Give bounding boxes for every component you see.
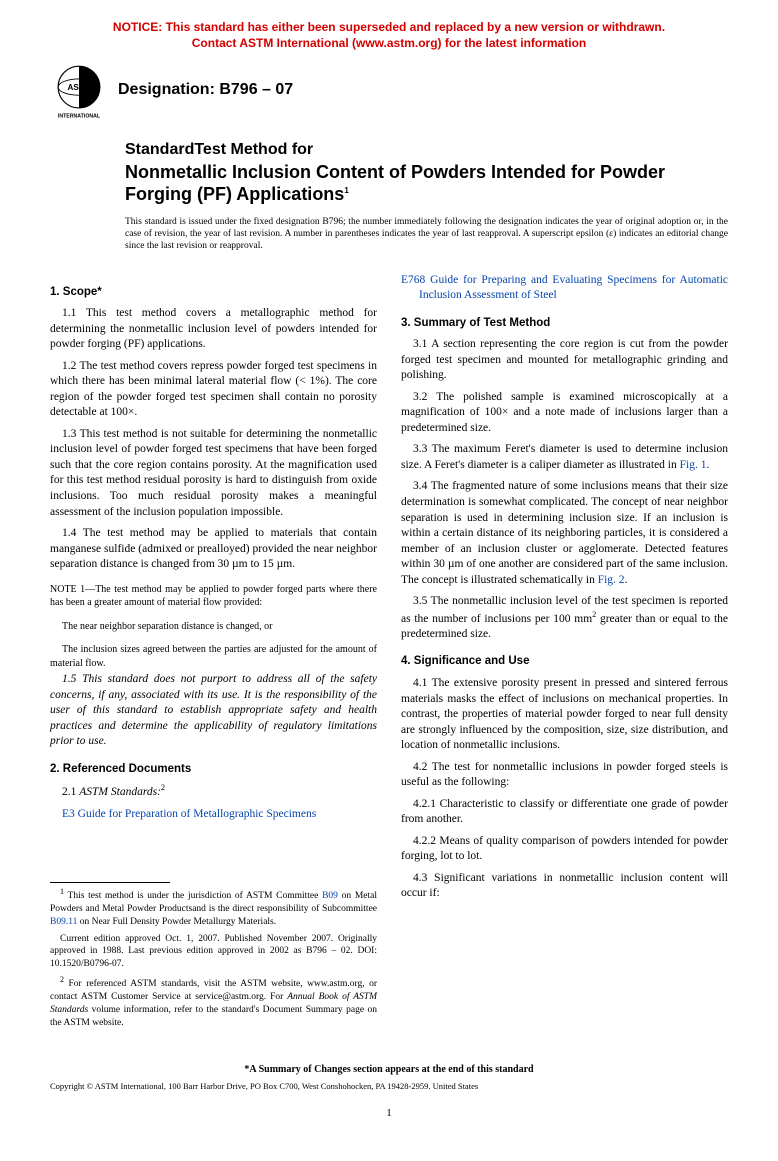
ref-E3[interactable]: E3 Guide for Preparation of Metallograph…	[62, 807, 377, 823]
para-4-2-2: 4.2.2 Means of quality comparison of pow…	[401, 834, 728, 865]
astm-logo-icon: ASTM INTERNATIONAL	[50, 61, 108, 119]
notice-line2: Contact ASTM International (www.astm.org…	[192, 36, 586, 50]
ref-E768[interactable]: E768 Guide for Preparing and Evaluating …	[401, 273, 728, 304]
link-fig1[interactable]: Fig. 1	[680, 459, 707, 471]
para-4-1: 4.1 The extensive porosity present in pr…	[401, 676, 728, 754]
section-1-head: 1. Scope*	[50, 285, 377, 301]
footnotes: 1 This test method is under the jurisdic…	[50, 883, 377, 1029]
title-block: StandardTest Method for Nonmetallic Incl…	[125, 139, 728, 206]
para-4-3: 4.3 Significant variations in nonmetalli…	[401, 871, 728, 902]
body-columns: 1. Scope* 1.1 This test method covers a …	[50, 273, 728, 1034]
section-2-head: 2. Referenced Documents	[50, 762, 377, 778]
withdrawal-notice: NOTICE: This standard has either been su…	[50, 20, 728, 51]
para-3-3: 3.3 The maximum Feret's diameter is used…	[401, 442, 728, 473]
page-number: 1	[50, 1106, 728, 1121]
title-footnote-sup: 1	[344, 186, 348, 195]
para-4-2: 4.2 The test for nonmetallic inclusions …	[401, 760, 728, 791]
footnote-1b: Current edition approved Oct. 1, 2007. P…	[50, 933, 377, 971]
page: NOTICE: This standard has either been su…	[0, 0, 778, 1161]
notice-line1: NOTICE: This standard has either been su…	[113, 20, 665, 34]
left-column: 1. Scope* 1.1 This test method covers a …	[50, 273, 377, 1034]
title-line1: StandardTest Method for	[125, 139, 728, 161]
svg-text:ASTM: ASTM	[68, 83, 91, 92]
note-1: NOTE 1—The test method may be applied to…	[50, 583, 377, 610]
para-3-4: 3.4 The fragmented nature of some inclus…	[401, 479, 728, 588]
header-row: ASTM INTERNATIONAL Designation: B796 – 0…	[50, 61, 728, 119]
designation-prefix: Designation:	[118, 81, 219, 98]
para-2-1: 2.1 ASTM Standards:2	[50, 783, 377, 800]
para-1-5: 1.5 This standard does not purport to ad…	[50, 672, 377, 750]
designation-value: B796 – 07	[219, 81, 293, 98]
section-4-head: 4. Significance and Use	[401, 654, 728, 670]
para-3-5: 3.5 The nonmetallic inclusion level of t…	[401, 594, 728, 642]
para-3-1: 3.1 A section representing the core regi…	[401, 337, 728, 384]
issuance-note: This standard is issued under the fixed …	[125, 216, 728, 253]
para-1-1: 1.1 This test method covers a metallogra…	[50, 306, 377, 353]
section-3-head: 3. Summary of Test Method	[401, 316, 728, 332]
para-1-3: 1.3 This test method is not suitable for…	[50, 427, 377, 520]
footnote-2: 2 For referenced ASTM standards, visit t…	[50, 975, 377, 1029]
title-main: Nonmetallic Inclusion Content of Powders…	[125, 161, 728, 206]
note-1b: The inclusion sizes agreed between the p…	[50, 643, 377, 670]
svg-text:INTERNATIONAL: INTERNATIONAL	[58, 113, 101, 119]
link-fig2[interactable]: Fig. 2	[598, 574, 625, 586]
para-1-2: 1.2 The test method covers repress powde…	[50, 359, 377, 421]
summary-changes-note: *A Summary of Changes section appears at…	[50, 1063, 728, 1077]
note-1a: The near neighbor separation distance is…	[50, 620, 377, 634]
para-3-2: 3.2 The polished sample is examined micr…	[401, 390, 728, 437]
para-1-4: 1.4 The test method may be applied to ma…	[50, 526, 377, 573]
link-B09-11[interactable]: B09.11	[50, 917, 77, 927]
designation: Designation: B796 – 07	[118, 79, 293, 101]
link-B09[interactable]: B09	[322, 891, 338, 901]
copyright: Copyright © ASTM International, 100 Barr…	[50, 1081, 728, 1092]
para-4-2-1: 4.2.1 Characteristic to classify or diff…	[401, 797, 728, 828]
footnote-1: 1 This test method is under the jurisdic…	[50, 887, 377, 929]
right-column: E768 Guide for Preparing and Evaluating …	[401, 273, 728, 1034]
